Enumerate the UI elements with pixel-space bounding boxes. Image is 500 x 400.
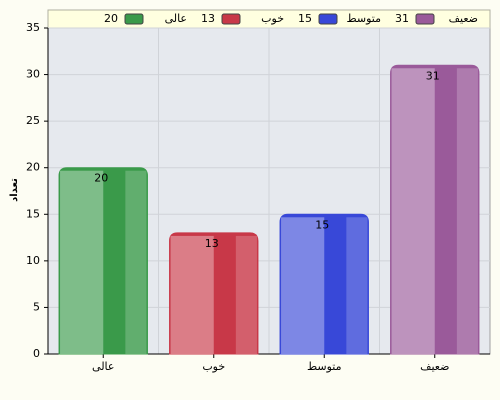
- legend-value: 13: [201, 12, 215, 25]
- y-tick-label: 15: [26, 207, 40, 220]
- y-tick-label: 0: [33, 347, 40, 360]
- bar-highlight: [281, 217, 325, 354]
- data-label: 20: [94, 172, 108, 185]
- legend-label: متوسط: [346, 12, 381, 25]
- bar: [169, 232, 259, 355]
- data-label: 31: [426, 69, 440, 82]
- legend-value: 15: [298, 12, 312, 25]
- x-tick-label: عالی: [92, 360, 114, 373]
- bar-highlight: [391, 68, 435, 354]
- legend-swatch: [221, 13, 241, 25]
- bar-shade: [235, 235, 257, 354]
- y-axis-label: تعداد: [9, 178, 20, 202]
- bar: [58, 167, 148, 355]
- legend-label: ضعیف: [449, 12, 478, 25]
- x-tick-label: متوسط: [307, 360, 342, 373]
- bar-highlight: [170, 235, 214, 354]
- x-tick-label: ضعیف: [420, 360, 449, 373]
- y-tick-label: 5: [33, 300, 40, 313]
- data-label: 13: [205, 237, 219, 250]
- legend-label: خوب: [261, 12, 284, 25]
- bar-shade: [346, 217, 368, 354]
- bar-highlight: [60, 170, 104, 354]
- legend-value: 20: [104, 12, 118, 25]
- data-label: 15: [315, 218, 329, 231]
- bar: [279, 213, 369, 355]
- y-tick-label: 30: [26, 68, 40, 81]
- legend-swatch: [415, 13, 435, 25]
- bar-shade: [456, 68, 478, 354]
- legend-label: عالی: [165, 12, 187, 25]
- y-tick-label: 20: [26, 161, 40, 174]
- y-tick-label: 35: [26, 21, 40, 34]
- x-tick-label: خوب: [202, 360, 225, 373]
- bar: [390, 64, 480, 355]
- bar-shade: [125, 170, 147, 354]
- y-tick-label: 10: [26, 254, 40, 267]
- legend-value: 31: [395, 12, 409, 25]
- legend-swatch: [318, 13, 338, 25]
- y-tick-label: 25: [26, 114, 40, 127]
- legend-swatch: [124, 13, 144, 25]
